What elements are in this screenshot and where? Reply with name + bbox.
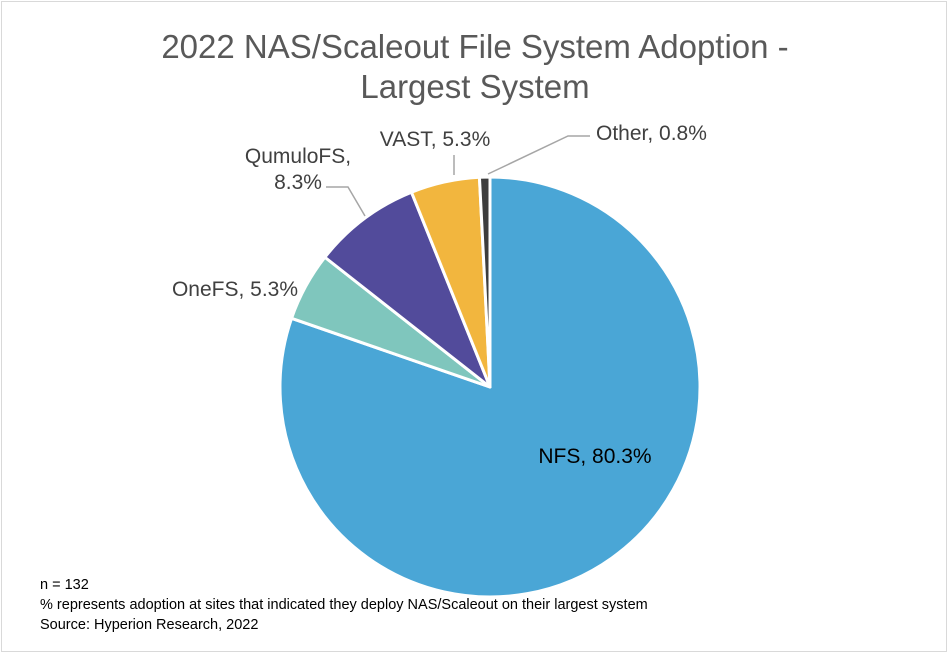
slice-label-nfs: NFS, 80.3% xyxy=(538,445,651,468)
slice-label-vast: VAST, 5.3% xyxy=(380,128,491,151)
slice-label-other: Other, 0.8% xyxy=(596,122,707,145)
sample-size-note: n = 132 xyxy=(40,575,648,595)
source-note: Source: Hyperion Research, 2022 xyxy=(40,615,648,635)
leader-line-qumulofs xyxy=(326,187,365,216)
chart-notes: n = 132 % represents adoption at sites t… xyxy=(40,575,648,635)
description-note: % represents adoption at sites that indi… xyxy=(40,595,648,615)
leader-line-other xyxy=(488,136,590,174)
slice-label-onefs: OneFS, 5.3% xyxy=(172,278,298,301)
